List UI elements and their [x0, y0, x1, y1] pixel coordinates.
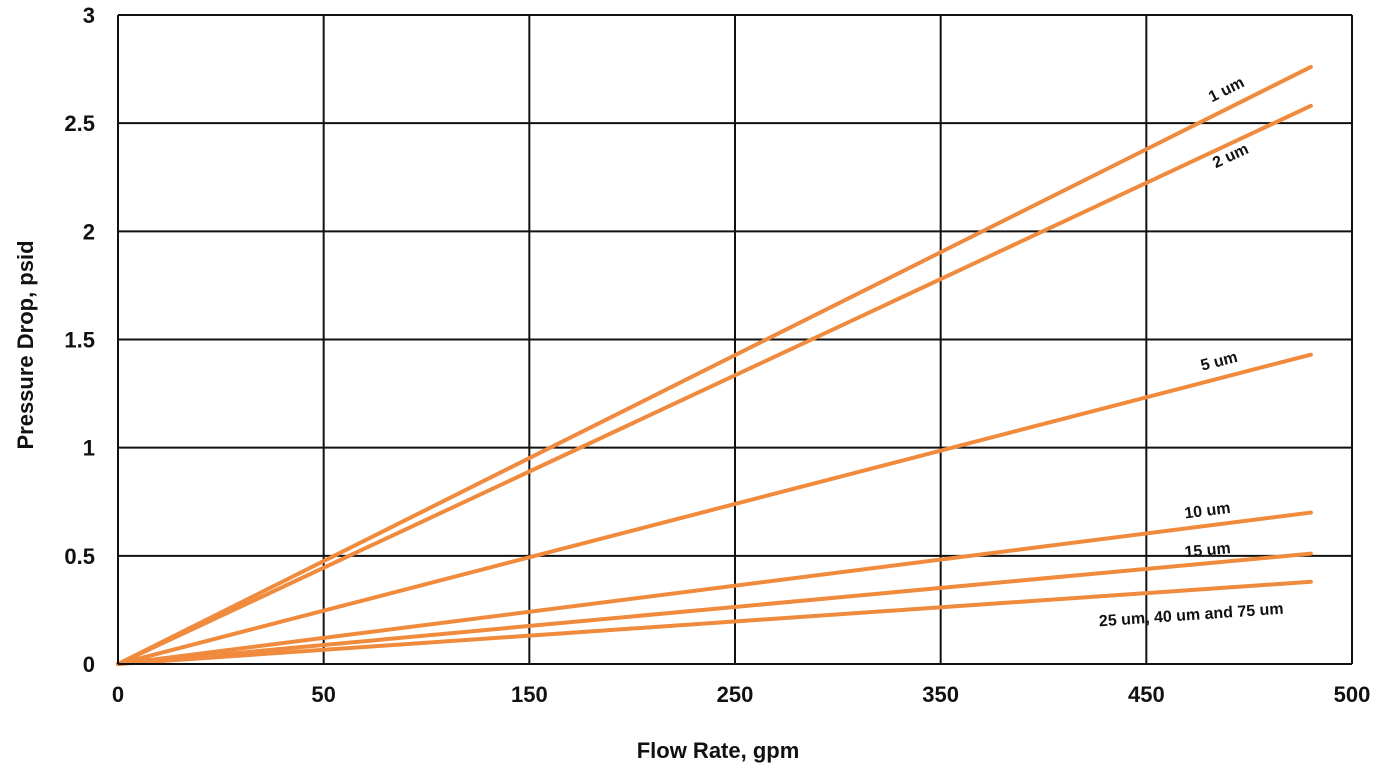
y-axis-title: Pressure Drop, psid [13, 240, 38, 449]
series-label: 15 um [1184, 540, 1232, 561]
series-line [116, 352, 1313, 666]
x-tick-label: 50 [311, 682, 335, 707]
x-tick-label: 500 [1334, 682, 1371, 707]
series-line [116, 64, 1313, 666]
x-tick-label: 150 [511, 682, 548, 707]
x-tick-label: 450 [1128, 682, 1165, 707]
series-label: 25 um, 40 um and 75 um [1098, 601, 1284, 631]
x-tick-labels: 0 50 150 250 350 450 500 [112, 682, 1370, 707]
y-tick-label: 1 [83, 436, 95, 461]
series-label: 10 um [1183, 500, 1231, 523]
x-tick-label: 250 [717, 682, 754, 707]
series-label: 5 um [1199, 349, 1239, 375]
y-tick-label: 0.5 [64, 544, 95, 569]
series-line [116, 510, 1313, 666]
x-axis-title: Flow Rate, gpm [637, 738, 800, 763]
x-tick-label: 0 [112, 682, 124, 707]
y-tick-label: 0 [83, 652, 95, 677]
x-tick-label: 350 [922, 682, 959, 707]
series-line [116, 103, 1313, 666]
y-tick-labels: 0 0.5 1 1.5 2 2.5 3 [64, 3, 95, 677]
series-line [116, 551, 1313, 666]
y-tick-label: 1.5 [64, 328, 95, 353]
y-tick-label: 3 [83, 3, 95, 28]
y-tick-label: 2 [83, 219, 95, 244]
series-lines [116, 64, 1313, 666]
series-line [116, 579, 1313, 666]
plot-frame [117, 14, 1352, 665]
y-tick-label: 2.5 [64, 111, 95, 136]
